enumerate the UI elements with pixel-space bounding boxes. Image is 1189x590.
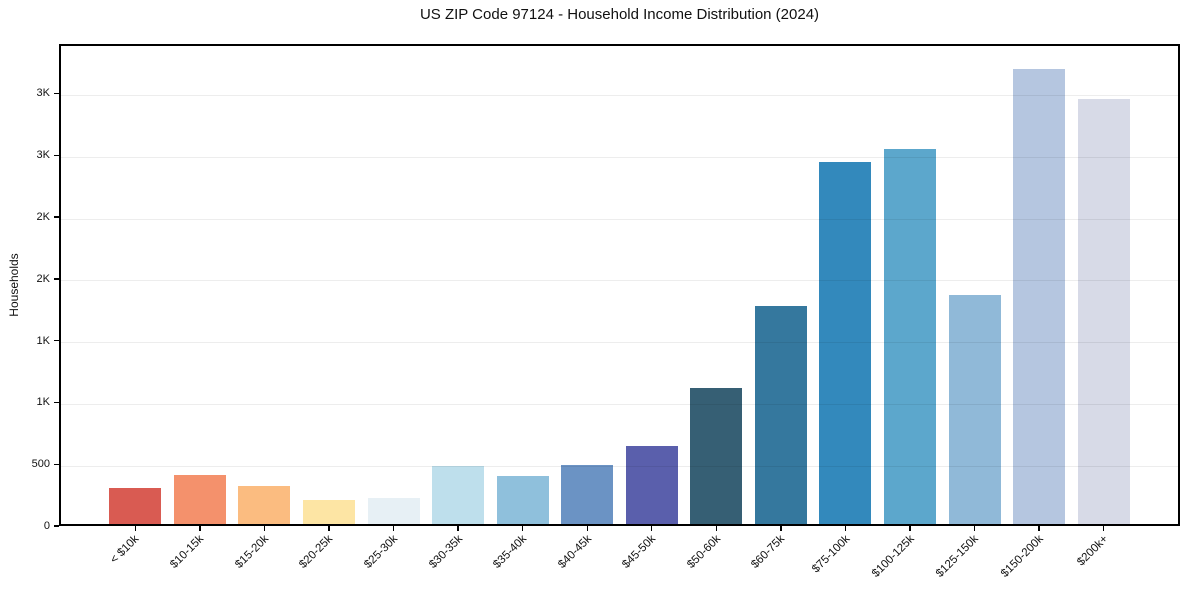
x-tick-mark xyxy=(973,526,976,531)
x-tick-mark xyxy=(1103,526,1105,531)
bar-4550k xyxy=(625,445,678,524)
x-tick-label: $75-100k xyxy=(809,533,852,576)
y-tick-label: 2K xyxy=(36,211,50,224)
x-tick-label: $30-35k xyxy=(426,533,465,571)
x-tick-mark xyxy=(909,526,911,531)
y-tick-label: 0 xyxy=(43,520,50,532)
y-tick-mark xyxy=(54,339,59,342)
x-tick-label: < $10k xyxy=(108,533,142,567)
y-gridline xyxy=(61,342,1178,344)
x-tick-label: $10-15k xyxy=(168,533,207,571)
y-gridline xyxy=(61,280,1178,282)
y-tick-mark xyxy=(54,92,59,95)
y-tick-label: 1K xyxy=(36,334,50,347)
x-tick-label: $150-200k xyxy=(998,533,1046,580)
bar-1015k xyxy=(173,474,226,524)
x-tick-label: $40-45k xyxy=(555,533,594,571)
bar-6075k xyxy=(754,306,807,524)
y-tick-mark xyxy=(54,525,59,527)
x-tick-mark xyxy=(263,526,266,531)
plot-area xyxy=(59,44,1180,526)
y-tick-label: 500 xyxy=(31,458,50,471)
y-tick-label: 3K xyxy=(36,87,50,100)
bar-75100k xyxy=(819,162,872,524)
bar-3540k xyxy=(496,476,549,524)
x-tick-label: $50-60k xyxy=(684,533,723,571)
bar-100125k xyxy=(884,148,937,524)
bar-4045k xyxy=(561,464,614,524)
x-tick-label: $20-25k xyxy=(297,533,336,571)
bar-<10k xyxy=(109,488,162,524)
x-tick-mark xyxy=(780,526,782,531)
y-tick-mark xyxy=(54,278,59,280)
x-tick-label: $60-75k xyxy=(749,533,788,571)
y-tick-label: 1K xyxy=(36,396,50,409)
x-tick-mark xyxy=(457,526,459,531)
x-tick-mark xyxy=(392,526,395,531)
bar-2025k xyxy=(302,500,355,524)
x-tick-mark xyxy=(1038,526,1040,531)
y-tick-mark xyxy=(54,463,59,465)
y-tick-label: 3K xyxy=(36,149,50,162)
x-tick-mark xyxy=(844,526,847,531)
y-gridline xyxy=(61,218,1178,220)
bar-200k+ xyxy=(1077,98,1130,524)
bar-3035k xyxy=(432,466,485,524)
plot-inner xyxy=(61,46,1178,524)
y-tick-label: 2K xyxy=(36,272,50,285)
bar-125150k xyxy=(948,294,1001,524)
y-gridline xyxy=(61,403,1178,405)
y-tick-mark xyxy=(54,216,59,218)
y-gridline xyxy=(61,156,1178,158)
bar-1520k xyxy=(238,486,291,524)
x-tick-label: $200k+ xyxy=(1074,533,1111,569)
y-tick-mark xyxy=(54,154,59,156)
x-tick-label: $100-125k xyxy=(869,533,917,580)
x-tick-label: $35-40k xyxy=(491,533,530,571)
x-tick-mark xyxy=(134,526,136,531)
x-tick-mark xyxy=(715,526,718,531)
bar-5060k xyxy=(690,387,743,524)
x-tick-mark xyxy=(651,526,653,531)
y-tick-mark xyxy=(54,401,59,404)
x-tick-mark xyxy=(199,526,201,531)
y-gridline xyxy=(61,465,1178,467)
x-tick-label: $125-150k xyxy=(934,533,982,580)
x-tick-label: $25-30k xyxy=(362,533,401,571)
x-tick-label: $45-50k xyxy=(620,533,659,571)
bar-150200k xyxy=(1013,68,1066,524)
y-gridline xyxy=(61,94,1178,96)
x-tick-label: $15-20k xyxy=(233,533,271,571)
x-tick-mark xyxy=(586,526,588,531)
bar-2530k xyxy=(367,497,420,524)
chart-title: US ZIP Code 97124 - Household Income Dis… xyxy=(419,6,820,23)
x-tick-mark xyxy=(521,526,524,531)
x-tick-mark xyxy=(328,526,330,531)
